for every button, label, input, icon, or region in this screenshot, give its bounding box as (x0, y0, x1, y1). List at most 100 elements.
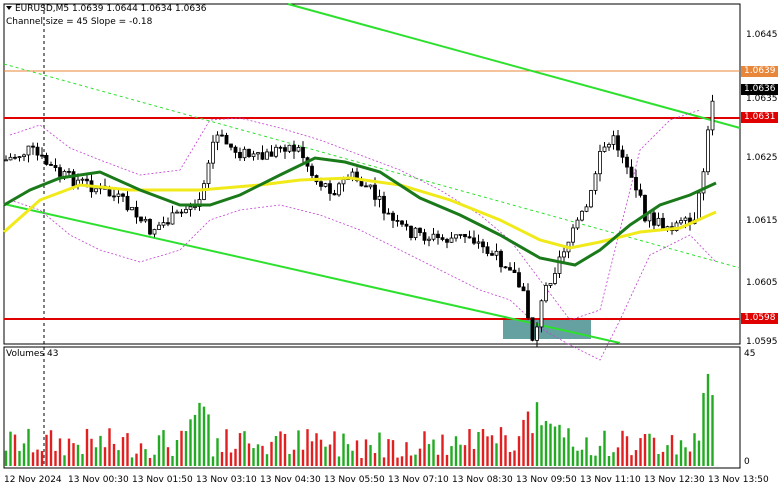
candle (35, 142, 40, 161)
volume-bar (9, 431, 12, 466)
volume-bar (261, 445, 264, 466)
volume-bar (90, 438, 93, 466)
volume-bar (193, 414, 197, 466)
candle (305, 156, 310, 172)
candle (377, 189, 382, 208)
candle (413, 227, 418, 241)
volume-bar (634, 450, 638, 466)
candle (472, 230, 476, 246)
volume-bar (675, 454, 678, 466)
candle (629, 159, 634, 178)
fast-moving-average-line (3, 156, 717, 267)
time-label: 13 Nov 13:50 (708, 475, 769, 485)
candle (589, 189, 593, 209)
volume-bar (639, 438, 642, 466)
volume-bar (436, 454, 440, 466)
time-axis: 12 Nov 2024 13 Nov 00:30 13 Nov 01:50 13… (4, 475, 769, 485)
volume-bar (396, 457, 399, 466)
candle (157, 221, 161, 230)
candle (170, 205, 175, 225)
candle (400, 220, 404, 227)
candle (98, 183, 103, 195)
volume-bar (130, 457, 134, 466)
volume-bar (292, 449, 296, 466)
dropdown-arrow-icon[interactable] (6, 6, 12, 10)
candle (247, 148, 251, 158)
candle (224, 132, 229, 145)
volume-bar (4, 450, 8, 466)
candle (278, 145, 283, 153)
volume-bar (373, 452, 377, 466)
candle (17, 155, 22, 162)
volume-pane-frame (3, 346, 741, 469)
candle (197, 192, 202, 211)
volume-bar (585, 437, 588, 466)
volume-bar (256, 444, 260, 466)
candle (598, 144, 602, 182)
slow-moving-average-line (3, 176, 717, 250)
resistance-price-tag: 1.0631 (741, 112, 778, 123)
candle (134, 200, 139, 224)
volume-bar (522, 419, 525, 466)
candle (53, 158, 58, 172)
volume-bar (508, 451, 512, 466)
volume-bar (553, 426, 557, 466)
volume-bar (72, 443, 75, 466)
volume-bar (454, 436, 458, 466)
candle (130, 206, 134, 211)
candle (643, 194, 647, 223)
volume-bar (22, 443, 26, 466)
volume-bar (310, 441, 314, 466)
candle (409, 225, 413, 241)
volume-bar (486, 436, 489, 466)
candle (31, 142, 35, 155)
time-label: 13 Nov 09:50 (516, 475, 577, 485)
volume-bar (139, 443, 143, 466)
volume-bar (234, 448, 237, 466)
candle (454, 234, 458, 242)
volume-bar (162, 430, 165, 466)
volume-bar (364, 439, 368, 466)
candle (602, 141, 607, 153)
volume-bar (706, 373, 710, 466)
volume-bar (423, 431, 426, 466)
volume-bar (616, 447, 620, 466)
candle (503, 266, 508, 269)
volume-pane-label: Volumes 43 (6, 349, 59, 359)
volume-bar (418, 448, 422, 466)
volume-bar (328, 444, 332, 466)
channel-info: Channel size = 45 Slope = -0.18 (6, 17, 153, 27)
time-label: 13 Nov 00:30 (68, 475, 129, 485)
volume-bar (81, 454, 84, 466)
candle (512, 262, 517, 274)
candle (260, 145, 265, 161)
volume-bar (49, 430, 53, 466)
candle (593, 171, 598, 195)
volume-bar (468, 429, 471, 466)
volume-bar (180, 430, 183, 466)
time-label: 13 Nov 11:10 (580, 475, 641, 485)
price-tick: 1.0625 (746, 153, 778, 163)
time-label: 13 Nov 12:30 (644, 475, 705, 485)
candle (580, 210, 584, 222)
candle (535, 322, 539, 347)
candle (517, 267, 521, 288)
candle (395, 214, 400, 227)
candle (242, 146, 247, 162)
candle (233, 145, 238, 159)
volume-bar (342, 433, 345, 466)
volume-bar (666, 445, 669, 466)
candle (548, 283, 553, 288)
volume-bar (126, 433, 129, 466)
volume-bar (337, 456, 341, 466)
time-label: 13 Nov 05:50 (324, 475, 385, 485)
volume-bar (711, 395, 714, 466)
volume-bar (648, 433, 651, 466)
volume-bar (702, 392, 705, 466)
volume-bar (265, 454, 269, 466)
volume-bar (283, 433, 287, 466)
time-label: 12 Nov 2024 (4, 475, 62, 485)
volume-bar (531, 433, 534, 466)
